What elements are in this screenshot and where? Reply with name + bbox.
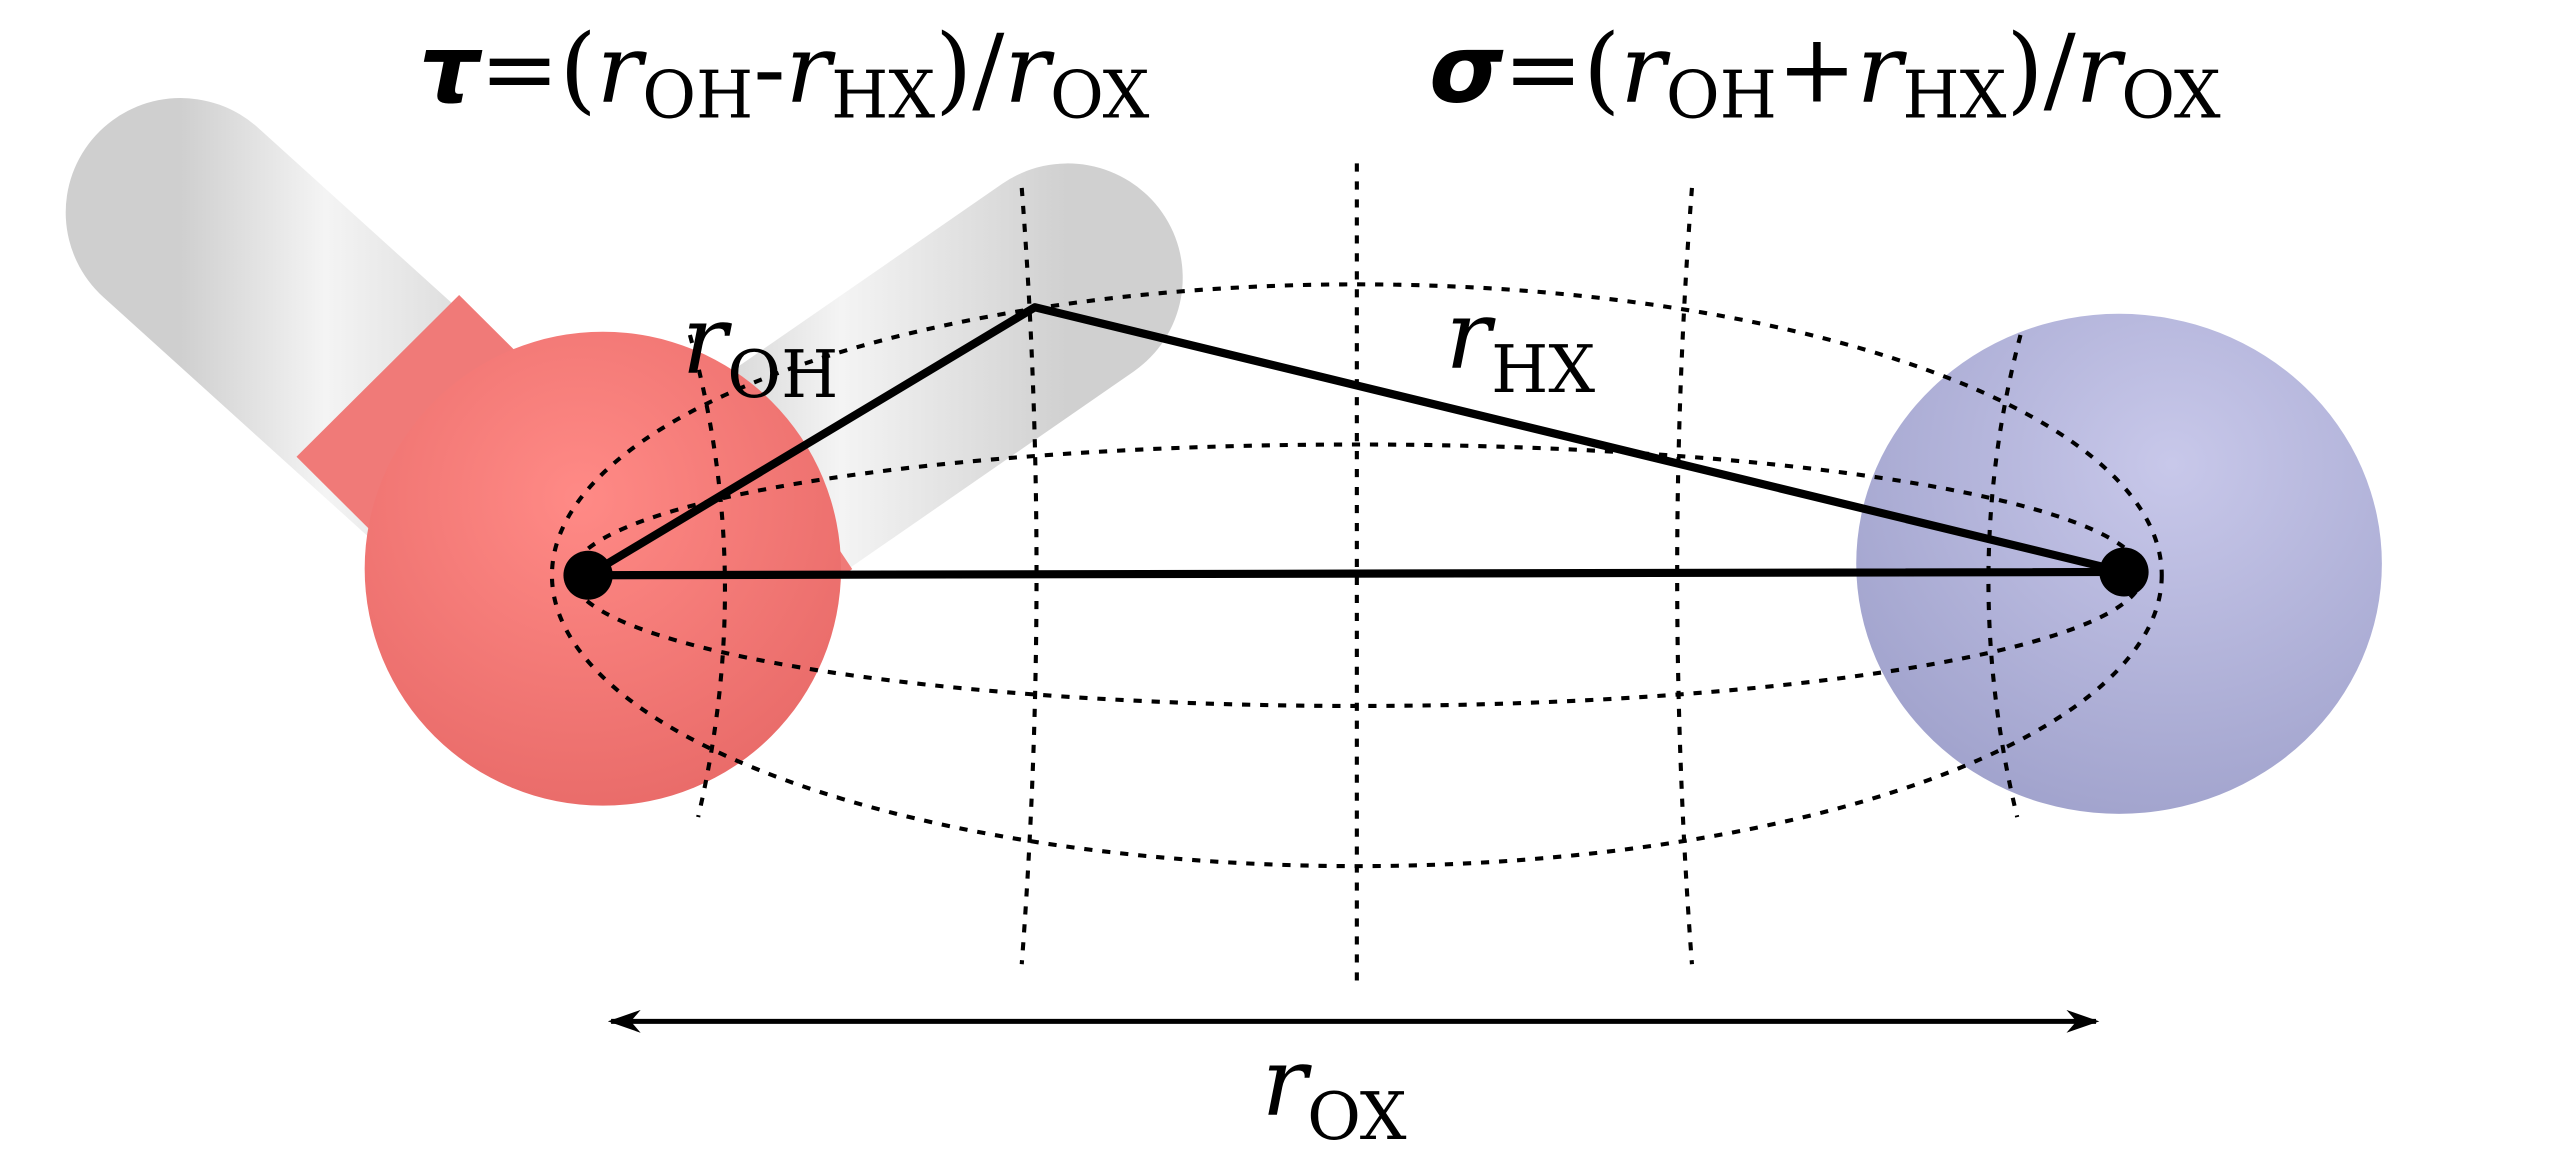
x-center <box>2099 547 2149 597</box>
symbol: r <box>597 15 648 125</box>
symbol: r <box>1004 15 1055 125</box>
symbol: r <box>1262 1028 1313 1138</box>
symbol: r <box>682 286 733 396</box>
symbol: σ <box>1429 15 1504 125</box>
oxygen-center <box>563 550 613 600</box>
r-oh-label: rOH <box>682 286 839 413</box>
text: )/ <box>935 15 1005 125</box>
subscript: OH <box>727 337 838 413</box>
symbol: r <box>2076 15 2127 125</box>
text: =( <box>1503 15 1620 125</box>
distance-triangle <box>585 303 2129 580</box>
subscript: HX <box>1491 332 1595 408</box>
tau-formula: τ=(rOH-rHX)/rOX <box>419 15 1150 134</box>
subscript: OH <box>1666 58 1777 134</box>
symbol: r <box>1857 15 1908 125</box>
hyperbola <box>1675 187 1695 965</box>
hyperbola <box>687 334 728 818</box>
symbol: r <box>1620 15 1671 125</box>
symbol: r <box>1446 281 1497 391</box>
r-ox-label: rOX <box>1262 1028 1407 1155</box>
subscript: OH <box>642 58 753 134</box>
sigma-formula: σ=(rOH+rHX)/rOX <box>1429 15 2221 134</box>
symbol: τ <box>419 15 483 125</box>
subscript: OX <box>1307 1079 1407 1155</box>
text: =( <box>480 15 597 125</box>
hyperbola <box>1019 187 1039 965</box>
symbol: r <box>786 15 837 125</box>
subscript: OX <box>1050 58 1150 134</box>
text: )/ <box>2006 15 2076 125</box>
text: + <box>1777 15 1857 125</box>
water-molecule <box>65 98 1183 806</box>
r-hx-label: rHX <box>1446 281 1596 408</box>
text: - <box>753 15 785 125</box>
subscript: HX <box>1902 58 2006 134</box>
subscript: HX <box>831 58 935 134</box>
subscript: OX <box>2121 58 2221 134</box>
